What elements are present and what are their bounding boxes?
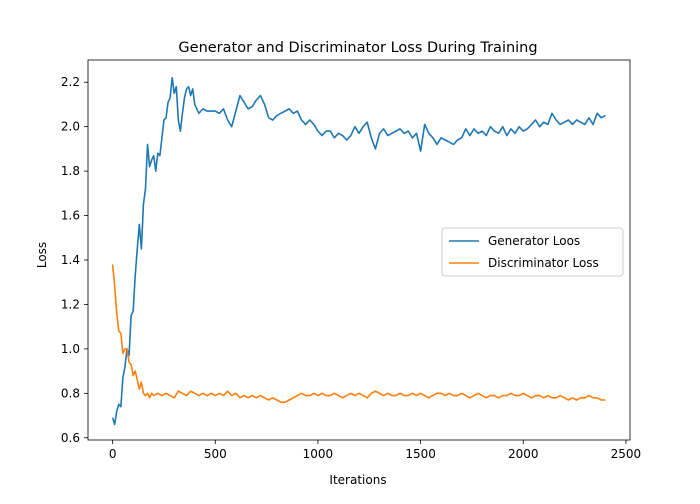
plot-area [87, 59, 631, 441]
y-axis: 0.6 0.8 1.0 1.2 1.4 1.6 1.8 2.0 2.2 [61, 75, 88, 445]
y-tick-label: 1.2 [61, 297, 80, 311]
x-tick-label: 2500 [611, 447, 642, 461]
x-axis: 0 500 1000 1500 2000 2500 [109, 440, 641, 461]
legend-label-1: Discriminator Loss [488, 256, 599, 270]
y-tick-label: 1.0 [61, 342, 80, 356]
y-tick-label: 2.2 [61, 75, 80, 89]
y-tick-label: 1.4 [61, 253, 80, 267]
y-axis-label: Loss [35, 242, 49, 268]
x-tick-label: 1000 [303, 447, 334, 461]
y-tick-label: 1.8 [61, 164, 80, 178]
y-tick-label: 0.8 [61, 386, 80, 400]
y-tick-label: 1.6 [61, 209, 80, 223]
y-tick-label: 2.0 [61, 120, 80, 134]
y-tick-label: 0.6 [61, 431, 80, 445]
series-line-0 [111, 76, 606, 426]
series-line-1 [111, 264, 606, 404]
x-tick-label: 0 [109, 447, 117, 461]
x-axis-label: Iterations [329, 473, 386, 487]
x-tick-label: 500 [204, 447, 227, 461]
legend-label-0: Generator Loos [488, 234, 580, 248]
legend: Generator Loos Discriminator Loss [441, 227, 624, 277]
x-tick-label: 2000 [508, 447, 539, 461]
x-tick-label: 1500 [405, 447, 436, 461]
plot-frame [87, 59, 631, 441]
legend-box [441, 227, 624, 277]
chart-title: Generator and Discriminator Loss During … [178, 40, 537, 56]
